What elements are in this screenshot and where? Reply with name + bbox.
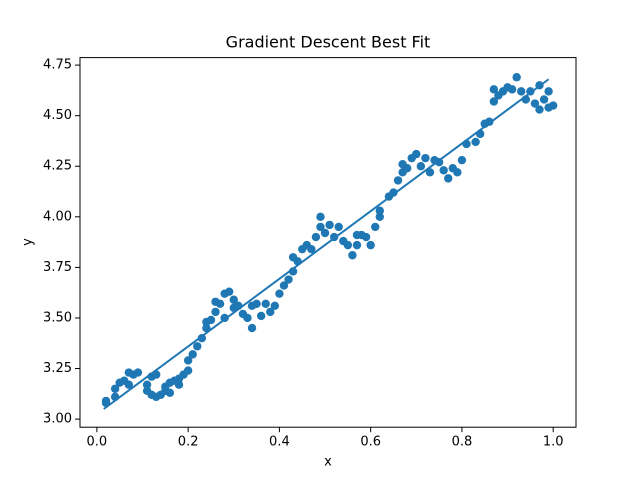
scatter-point bbox=[197, 333, 207, 343]
scatter-point bbox=[110, 384, 120, 393]
x-tick-label: 1.0 bbox=[543, 435, 564, 450]
scatter-point bbox=[444, 174, 453, 183]
scatter-point bbox=[307, 244, 316, 254]
scatter-point bbox=[343, 240, 353, 250]
scatter-point bbox=[225, 287, 234, 296]
y-tick-label: 3.75 bbox=[43, 260, 72, 275]
scatter-point bbox=[334, 222, 343, 232]
scatter-point bbox=[183, 366, 193, 375]
scatter-point bbox=[183, 356, 193, 365]
chart-title: Gradient Descent Best Fit bbox=[226, 33, 431, 52]
scatter-point bbox=[421, 153, 430, 163]
scatter-point bbox=[279, 281, 289, 290]
scatter-point bbox=[393, 176, 403, 185]
scatter-point bbox=[101, 396, 111, 406]
x-tick-label: 0.8 bbox=[452, 435, 473, 450]
y-tick-label: 3.00 bbox=[43, 412, 72, 427]
x-tick-label: 0.2 bbox=[178, 435, 199, 450]
scatter-point bbox=[416, 162, 426, 171]
scatter-point bbox=[243, 313, 252, 323]
scatter-point bbox=[489, 97, 499, 106]
scatter-point bbox=[439, 166, 448, 175]
scatter-point bbox=[366, 240, 375, 250]
scatter-point bbox=[489, 85, 499, 94]
scatter-point bbox=[453, 168, 462, 177]
y-axis-label: y bbox=[21, 238, 36, 246]
scatter-point bbox=[256, 311, 266, 321]
scatter-point bbox=[402, 164, 412, 173]
scatter-point bbox=[325, 220, 334, 230]
scatter-point bbox=[311, 232, 321, 242]
scatter-point bbox=[266, 307, 275, 317]
scatter-point bbox=[530, 99, 540, 108]
scatter-point bbox=[548, 101, 558, 110]
x-tick-label: 0.0 bbox=[87, 435, 108, 450]
scatter-point bbox=[229, 295, 238, 304]
fit-line bbox=[103, 78, 550, 410]
scatter-point bbox=[507, 85, 517, 94]
scatter-point bbox=[512, 73, 521, 82]
scatter-point bbox=[412, 149, 421, 159]
y-tick-label: 3.50 bbox=[43, 310, 72, 325]
scatter-point bbox=[142, 380, 152, 389]
axes-frame bbox=[79, 57, 577, 428]
scatter-point bbox=[425, 168, 435, 177]
scatter-point bbox=[188, 350, 197, 359]
scatter-point bbox=[193, 342, 202, 351]
scatter-point bbox=[215, 299, 225, 308]
scatter-point bbox=[284, 275, 293, 284]
y-tick-label: 4.50 bbox=[43, 108, 72, 123]
y-tick-label: 4.00 bbox=[43, 209, 72, 224]
scatter-point bbox=[471, 137, 480, 147]
scatter-point bbox=[206, 315, 216, 325]
scatter-point bbox=[133, 368, 143, 377]
y-tick-label: 4.75 bbox=[43, 58, 72, 73]
scatter-point bbox=[320, 228, 330, 238]
y-tick-label: 3.25 bbox=[43, 361, 72, 376]
scatter-point bbox=[375, 212, 384, 222]
scatter-point bbox=[165, 388, 175, 398]
scatter-point bbox=[275, 289, 284, 298]
scatter-point bbox=[247, 323, 257, 333]
scatter-point bbox=[348, 251, 357, 260]
scatter-point bbox=[316, 212, 325, 222]
scatter-point bbox=[211, 307, 220, 317]
scatter-point bbox=[124, 380, 134, 389]
scatter-point bbox=[252, 299, 261, 308]
x-axis-label: x bbox=[324, 455, 332, 470]
scatter-point bbox=[457, 155, 467, 165]
scatter-point bbox=[261, 299, 270, 308]
scatter-point bbox=[352, 240, 362, 250]
scatter-point bbox=[174, 380, 184, 389]
scatter-point bbox=[517, 87, 526, 96]
scatter-point bbox=[316, 222, 325, 232]
scatter-point bbox=[361, 232, 371, 242]
x-tick-label: 0.4 bbox=[269, 435, 290, 450]
scatter-point bbox=[535, 105, 544, 114]
y-tick-label: 4.25 bbox=[43, 159, 72, 174]
x-tick-label: 0.6 bbox=[360, 435, 381, 450]
scatter-point bbox=[544, 87, 553, 96]
scatter-point bbox=[270, 301, 280, 311]
scatter-point bbox=[375, 206, 384, 215]
scatter-point bbox=[539, 95, 549, 104]
scatter-point bbox=[371, 222, 380, 232]
